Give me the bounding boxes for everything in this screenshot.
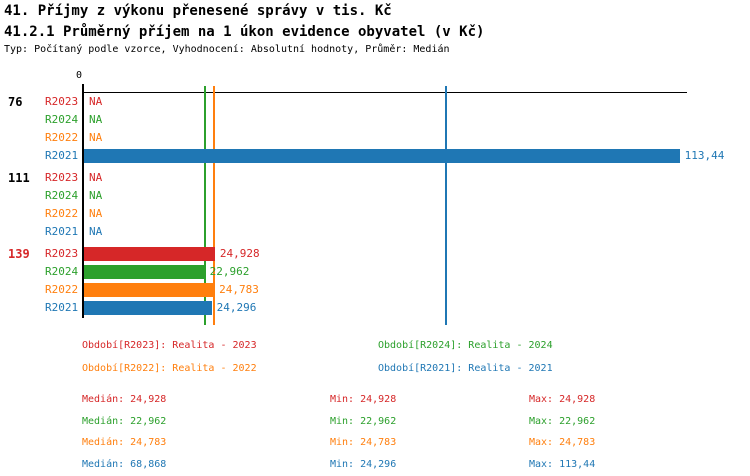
stat-max-R2022: Max: 24,783 bbox=[529, 437, 596, 448]
stat-median-R2024: Medián: 22,962 bbox=[82, 415, 167, 427]
group-label: 139 bbox=[8, 247, 30, 261]
stat-median-R2021: Medián: 68,868 bbox=[82, 458, 167, 470]
row-series-label: R2023 bbox=[45, 95, 79, 108]
stat-min-R2021: Min: 24,296 bbox=[330, 458, 397, 470]
legend-item-R2022: Období[R2022]: Realita - 2022 bbox=[82, 363, 257, 374]
na-label: NA bbox=[89, 171, 103, 184]
x-axis-line bbox=[83, 92, 687, 93]
report-title: 41. Příjmy z výkonu přenesené správy v t… bbox=[4, 3, 392, 19]
stat-max-R2023: Max: 24,928 bbox=[529, 394, 596, 405]
row-series-label: R2024 bbox=[45, 265, 79, 278]
bar-value-label: 24,928 bbox=[219, 247, 260, 260]
row-series-label: R2023 bbox=[45, 171, 79, 184]
row-series-label: R2022 bbox=[45, 131, 79, 144]
stat-median-R2022: Medián: 24,783 bbox=[82, 437, 167, 448]
row-series-label: R2023 bbox=[45, 247, 79, 260]
x-axis-origin-label: 0 bbox=[76, 70, 83, 81]
group-label: 111 bbox=[8, 171, 30, 185]
stat-max-R2021: Max: 113,44 bbox=[529, 458, 596, 470]
row-series-label: R2021 bbox=[45, 149, 79, 162]
legend-item-R2024: Období[R2024]: Realita - 2024 bbox=[378, 340, 553, 351]
row-series-label: R2022 bbox=[45, 283, 79, 296]
row-series-label: R2021 bbox=[45, 225, 79, 238]
indicator-subtitle: Typ: Počítaný podle vzorce, Vyhodnocení:… bbox=[4, 44, 450, 55]
bar-R2021 bbox=[84, 301, 212, 315]
na-label: NA bbox=[89, 225, 103, 238]
legend-item-R2021: Období[R2021]: Realita - 2021 bbox=[378, 363, 553, 374]
y-axis-line bbox=[82, 84, 84, 318]
group-label: 76 bbox=[8, 95, 23, 109]
bar-R2021 bbox=[84, 149, 680, 163]
bar-value-label: 22,962 bbox=[209, 265, 250, 278]
legend-item-R2023: Období[R2023]: Realita - 2023 bbox=[82, 340, 257, 351]
bar-value-label: 24,783 bbox=[219, 283, 259, 296]
bar-value-label: 24,296 bbox=[216, 301, 257, 314]
indicator-title: 41.2.1 Průměrný příjem na 1 úkon evidenc… bbox=[4, 24, 485, 40]
median-line-R2024 bbox=[203, 86, 206, 325]
na-label: NA bbox=[89, 207, 103, 220]
bar-value-label: 113,44 bbox=[684, 149, 725, 162]
row-series-label: R2022 bbox=[45, 207, 79, 220]
median-line-R2021 bbox=[444, 86, 447, 325]
na-label: NA bbox=[89, 113, 103, 126]
bar-R2024 bbox=[84, 265, 205, 279]
stat-min-R2024: Min: 22,962 bbox=[330, 415, 397, 427]
bar-R2023 bbox=[84, 247, 215, 261]
na-label: NA bbox=[89, 131, 103, 144]
row-series-label: R2021 bbox=[45, 301, 79, 314]
stat-median-R2023: Medián: 24,928 bbox=[82, 394, 167, 405]
na-label: NA bbox=[89, 189, 103, 202]
stat-max-R2024: Max: 22,962 bbox=[529, 415, 596, 427]
median-line-R2022 bbox=[213, 86, 216, 325]
bar-R2022 bbox=[84, 283, 215, 297]
stat-min-R2023: Min: 24,928 bbox=[330, 394, 397, 405]
na-label: NA bbox=[89, 95, 103, 108]
row-series-label: R2024 bbox=[45, 189, 79, 202]
row-series-label: R2024 bbox=[45, 113, 79, 126]
stat-min-R2022: Min: 24,783 bbox=[330, 437, 397, 448]
